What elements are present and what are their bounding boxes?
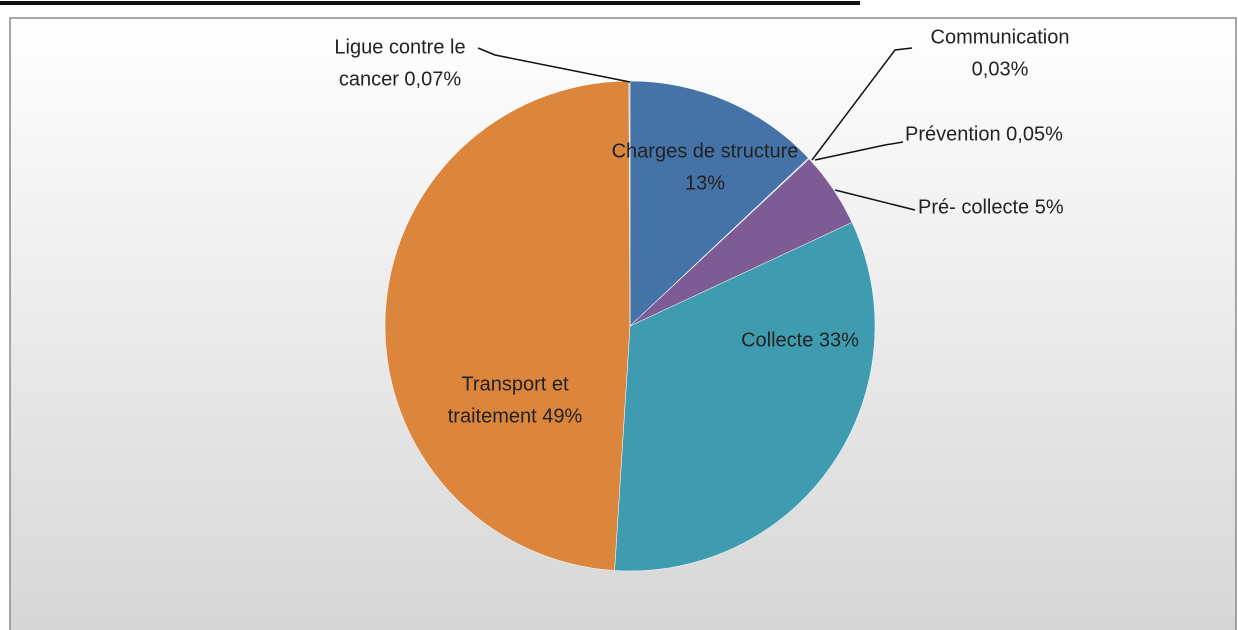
pie-slice — [628, 80, 631, 327]
data-label: 0,03% — [972, 58, 1029, 80]
leader-line — [814, 141, 904, 161]
data-label: cancer 0,07% — [339, 68, 462, 90]
data-label: Ligue contre le — [334, 36, 465, 58]
data-label: traitement 49% — [448, 405, 583, 427]
leader-line — [834, 189, 916, 211]
pie-slice — [629, 80, 809, 327]
pie-slice — [614, 222, 876, 572]
pie-slice — [384, 80, 631, 571]
data-label: Prévention 0,05% — [905, 123, 1063, 145]
data-label: Collecte 33% — [741, 329, 859, 351]
data-label: Transport et — [461, 373, 569, 395]
data-label: Pré- collecte 5% — [918, 196, 1064, 218]
leader-line — [811, 47, 913, 161]
data-label: Communication — [931, 26, 1070, 48]
data-label: Charges de structure — [612, 140, 799, 162]
leader-line — [477, 47, 631, 83]
data-label: 13% — [685, 172, 725, 194]
